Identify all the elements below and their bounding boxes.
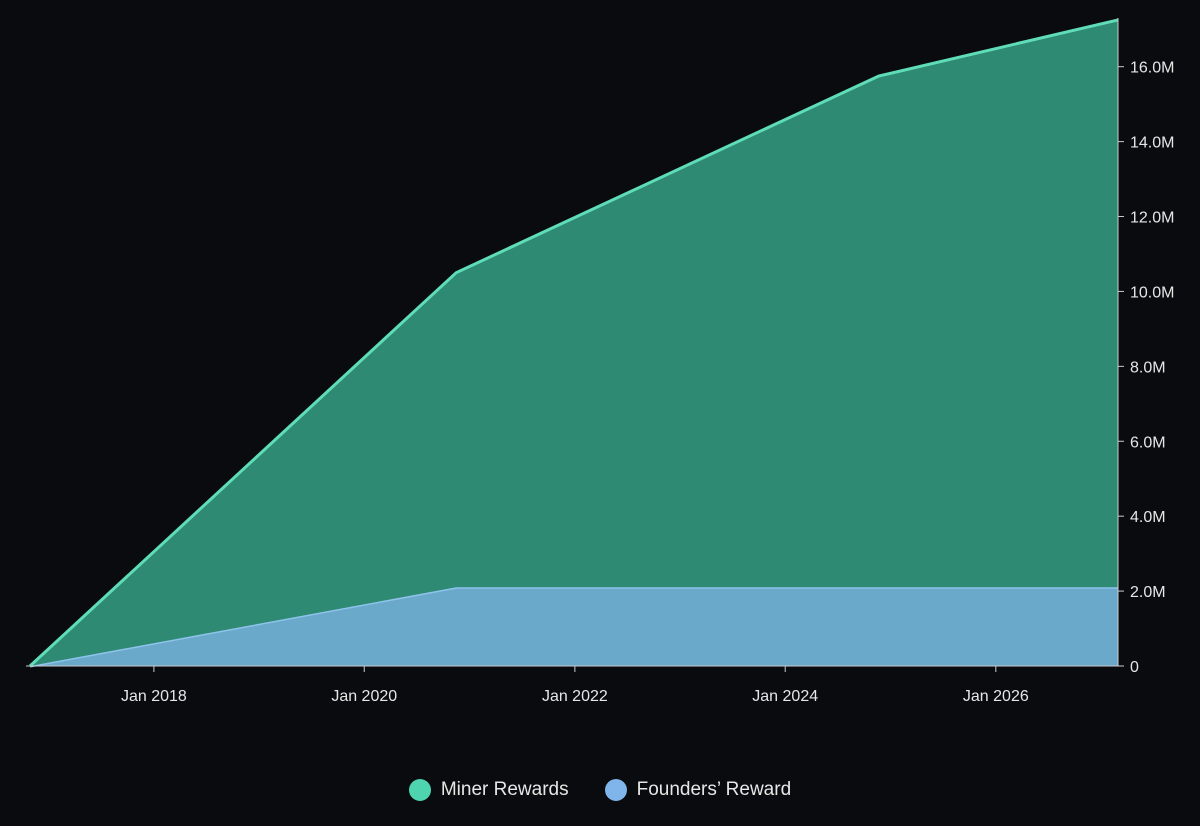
y-tick-label: 2.0M <box>1130 584 1166 601</box>
y-tick-label: 0 <box>1130 659 1139 676</box>
legend: Miner Rewards Founders’ Reward <box>0 772 1200 808</box>
x-tick-label: Jan 2022 <box>542 688 608 705</box>
line-miner-rewards <box>28 18 1119 668</box>
x-tick-label: Jan 2026 <box>963 688 1029 705</box>
y-tick-label: 6.0M <box>1130 434 1166 451</box>
area-founders-reward <box>30 587 1118 666</box>
legend-item-founders-reward[interactable]: Founders’ Reward <box>604 779 792 801</box>
y-tick-label: 10.0M <box>1130 284 1174 301</box>
legend-label-miner-rewards: Miner Rewards <box>440 779 569 800</box>
series-layer <box>28 18 1119 668</box>
y-tick-label: 8.0M <box>1130 359 1166 376</box>
x-tick-label: Jan 2020 <box>331 688 397 705</box>
axis-layer: Jan 2018 Jan 2020 Jan 2022 Jan 2024 Jan 2026… <box>26 18 1174 705</box>
y-tick-label: 4.0M <box>1130 509 1166 526</box>
legend-swatch-founders-reward <box>604 779 627 801</box>
y-tick-label: 14.0M <box>1130 135 1174 152</box>
x-tick-label: Jan 2018 <box>121 688 187 705</box>
area-miner-rewards <box>30 19 1118 666</box>
legend-swatch-miner-rewards <box>408 779 431 801</box>
y-tick-label: 12.0M <box>1130 210 1174 227</box>
legend-item-miner-rewards[interactable]: Miner Rewards <box>408 779 569 801</box>
y-tick-label: 16.0M <box>1130 60 1174 77</box>
x-tick-label: Jan 2024 <box>752 688 818 705</box>
legend-label-founders-reward: Founders’ Reward <box>636 779 792 800</box>
